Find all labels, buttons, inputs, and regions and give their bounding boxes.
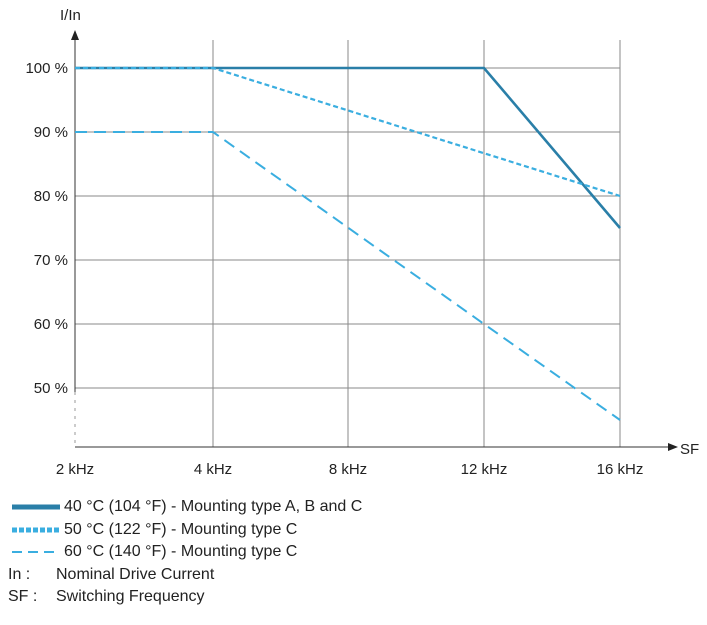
- legend-item: 50 °C (122 °F) - Mounting type C: [8, 519, 362, 542]
- x-tick-label: 8 kHz: [329, 461, 367, 478]
- series-lines: [75, 66, 621, 421]
- note-text: Switching Frequency: [56, 588, 205, 605]
- x-axis-label: SF: [680, 441, 699, 458]
- x-axis-arrow: [668, 443, 678, 451]
- legend-swatch: [12, 551, 60, 554]
- y-tick-label: 60 %: [34, 316, 68, 333]
- chart-legend: 40 °C (104 °F) - Mounting type A, B and …: [8, 496, 362, 609]
- y-tick-label: 100 %: [25, 60, 68, 77]
- y-tick-label: 80 %: [34, 188, 68, 205]
- chart-axes: [71, 30, 678, 451]
- x-tick-label: 4 kHz: [194, 461, 232, 478]
- note-key: SF :: [8, 588, 38, 605]
- chart-grid: [75, 40, 621, 447]
- x-tick-label: 2 kHz: [56, 461, 94, 478]
- abbreviation-note: In : Nominal Drive Current: [8, 564, 362, 587]
- series-line-2: [75, 66, 621, 198]
- y-axis-label: I/In: [60, 7, 81, 24]
- series-line-3: [75, 131, 621, 421]
- note-key: In :: [8, 565, 31, 583]
- x-tick-label: 16 kHz: [597, 461, 644, 478]
- y-tick-label: 50 %: [34, 380, 68, 397]
- legend-item: 60 °C (140 °F) - Mounting type C: [8, 541, 362, 564]
- x-tick-label: 12 kHz: [461, 461, 508, 478]
- y-tick-label: 70 %: [34, 252, 68, 269]
- legend-label: 50 °C (122 °F) - Mounting type C: [64, 520, 298, 538]
- legend-item: 40 °C (104 °F) - Mounting type A, B and …: [8, 496, 362, 519]
- y-tick-label: 90 %: [34, 124, 68, 141]
- legend-swatch: [12, 527, 60, 533]
- legend-swatch: [12, 504, 60, 510]
- x-tick-labels: 2 kHz 4 kHz 8 kHz 12 kHz 16 kHz: [56, 461, 644, 478]
- y-axis-arrow: [71, 30, 79, 40]
- legend-label: 60 °C (140 °F) - Mounting type C: [64, 543, 298, 560]
- legend-label: 40 °C (104 °F) - Mounting type A, B and …: [64, 498, 363, 515]
- abbreviation-note: SF : Switching Frequency: [8, 586, 362, 609]
- y-tick-labels: 50 % 60 % 70 % 80 % 90 % 100 %: [25, 60, 68, 397]
- derating-chart: 50 % 60 % 70 % 80 % 90 % 100 % 2 kHz 4 kHz 8 kH…: [25, 7, 699, 478]
- note-text: Nominal Drive Current: [56, 565, 215, 583]
